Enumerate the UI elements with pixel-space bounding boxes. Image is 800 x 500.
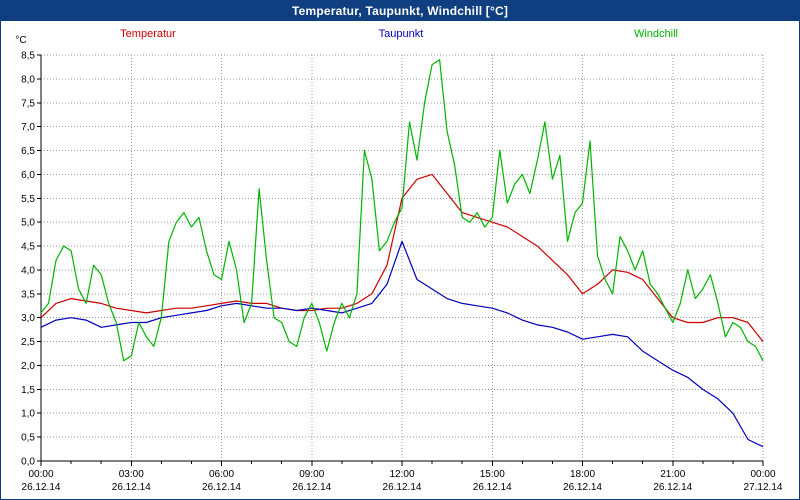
legend-item-temperatur: Temperatur (120, 28, 176, 40)
svg-text:26.12.14: 26.12.14 (22, 482, 61, 493)
y-axis-unit-label: °C (15, 35, 26, 46)
svg-text:1,5: 1,5 (21, 385, 35, 396)
svg-text:03:00: 03:00 (119, 469, 144, 480)
svg-text:4,0: 4,0 (21, 265, 35, 276)
svg-text:1,0: 1,0 (21, 409, 35, 420)
svg-text:7,5: 7,5 (21, 98, 35, 109)
title-bar: Temperatur, Taupunkt, Windchill [°C] (1, 1, 799, 21)
svg-text:06:00: 06:00 (209, 469, 234, 480)
svg-text:26.12.14: 26.12.14 (563, 482, 602, 493)
svg-text:6,5: 6,5 (21, 146, 35, 157)
svg-text:26.12.14: 26.12.14 (653, 482, 692, 493)
svg-text:26.12.14: 26.12.14 (292, 482, 331, 493)
svg-text:00:00: 00:00 (28, 469, 53, 480)
svg-text:00:00: 00:00 (750, 469, 775, 480)
legend-item-windchill: Windchill (634, 28, 678, 40)
svg-text:5,0: 5,0 (21, 218, 35, 229)
series-temperatur (40, 173, 764, 342)
svg-text:0,0: 0,0 (21, 457, 35, 468)
chart-svg: °C Temperatur Taupunkt Windchill 0,0 0,5 1… (15, 28, 783, 494)
svg-text:15:00: 15:00 (480, 469, 505, 480)
svg-text:4,5: 4,5 (21, 242, 35, 253)
svg-text:21:00: 21:00 (660, 469, 685, 480)
svg-text:3,5: 3,5 (21, 289, 35, 300)
svg-text:3,0: 3,0 (21, 313, 35, 324)
chart-area: °C Temperatur Taupunkt Windchill 0,0 0,5 1… (1, 21, 799, 499)
svg-text:12:00: 12:00 (389, 469, 414, 480)
series-windchill (40, 59, 764, 362)
svg-text:2,5: 2,5 (21, 337, 35, 348)
svg-text:6,0: 6,0 (21, 170, 35, 181)
svg-text:8,5: 8,5 (21, 51, 35, 62)
svg-text:09:00: 09:00 (299, 469, 324, 480)
chart-title: Temperatur, Taupunkt, Windchill [°C] (291, 4, 509, 18)
legend-item-taupunkt: Taupunkt (379, 28, 424, 40)
svg-text:8,0: 8,0 (21, 74, 35, 85)
svg-text:26.12.14: 26.12.14 (383, 482, 422, 493)
svg-text:26.12.14: 26.12.14 (473, 482, 512, 493)
svg-text:18:00: 18:00 (570, 469, 595, 480)
svg-text:26.12.14: 26.12.14 (112, 482, 151, 493)
svg-text:27.12.14: 27.12.14 (744, 482, 783, 493)
svg-text:26.12.14: 26.12.14 (202, 482, 241, 493)
plot-layer: 0,0 0,5 1,0 1,5 2,0 2,5 3,0 3,5 4,0 4,5 5,0 5,5 6,0 6… (21, 51, 783, 494)
svg-text:0,5: 0,5 (21, 433, 35, 444)
svg-text:2,0: 2,0 (21, 361, 35, 372)
svg-text:5,5: 5,5 (21, 194, 35, 205)
svg-text:7,0: 7,0 (21, 122, 35, 133)
